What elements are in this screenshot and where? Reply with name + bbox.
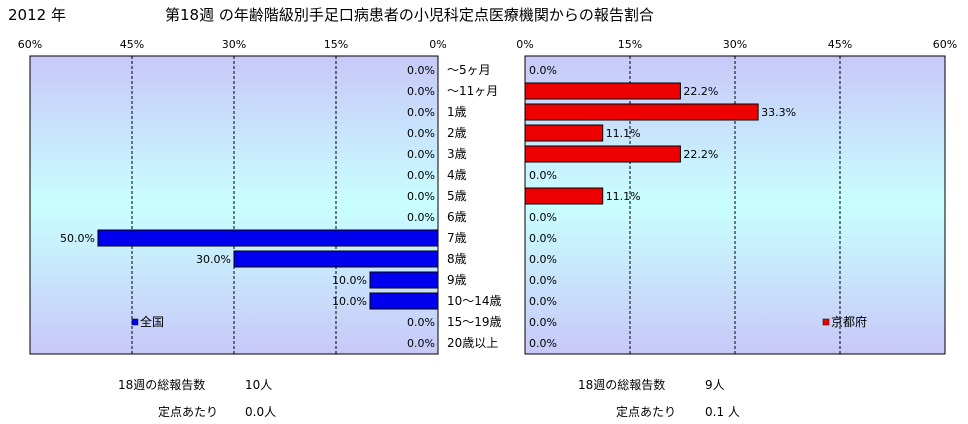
right-value-label: 0.0%	[529, 211, 557, 224]
left-value-label: 50.0%	[60, 232, 95, 245]
right-value-label: 22.2%	[683, 148, 718, 161]
left-per-label: 定点あたり	[158, 405, 219, 419]
right-value-label: 0.0%	[529, 64, 557, 77]
left-bar	[369, 271, 439, 289]
right-value-label: 0.0%	[529, 295, 557, 308]
left-value-label: 0.0%	[407, 64, 435, 77]
right-axis-tick: 15%	[618, 38, 642, 51]
left-value-label: 10.0%	[332, 274, 367, 287]
right-value-label: 33.3%	[761, 106, 796, 119]
left-value-label: 10.0%	[332, 295, 367, 308]
left-axis-tick: 15%	[324, 38, 348, 51]
year-label: 2012 年	[8, 6, 66, 24]
left-axis-tick: 60%	[18, 38, 42, 51]
right-bar	[524, 124, 604, 142]
right-bar	[524, 187, 604, 205]
category-label: ～11ヶ月	[447, 84, 498, 98]
category-label: 6歳	[447, 210, 467, 224]
category-label: 10～14歳	[447, 294, 502, 308]
category-label: 20歳以上	[447, 336, 498, 350]
right-axis-tick: 60%	[933, 38, 957, 51]
right-per-value: 0.1 人	[705, 405, 740, 419]
left-value-label: 0.0%	[407, 106, 435, 119]
category-label: 7歳	[447, 231, 467, 245]
category-label: 8歳	[447, 252, 467, 266]
left-total-label: 18週の総報告数	[118, 378, 206, 392]
left-total-value: 10人	[245, 378, 273, 392]
left-bar	[233, 250, 439, 268]
right-value-label: 0.0%	[529, 232, 557, 245]
category-label: 3歳	[447, 147, 467, 161]
left-value-label: 0.0%	[407, 169, 435, 182]
left-legend-swatch	[131, 318, 139, 326]
right-value-label: 11.1%	[606, 190, 641, 203]
left-value-label: 30.0%	[196, 253, 231, 266]
right-legend-label: 京都府	[831, 314, 867, 329]
left-value-label: 0.0%	[407, 190, 435, 203]
category-label: 2歳	[447, 126, 467, 140]
category-label: 15～19歳	[447, 315, 502, 329]
left-axis-tick: 45%	[120, 38, 144, 51]
right-value-label: 0.0%	[529, 316, 557, 329]
left-value-label: 0.0%	[407, 211, 435, 224]
left-bar	[369, 292, 439, 310]
right-value-label: 22.2%	[683, 85, 718, 98]
right-total-value: 9人	[705, 378, 725, 392]
left-value-label: 0.0%	[407, 85, 435, 98]
right-value-label: 0.0%	[529, 274, 557, 287]
right-per-label: 定点あたり	[616, 405, 677, 419]
right-axis-tick: 0%	[516, 38, 533, 51]
left-bar	[97, 229, 439, 247]
left-value-label: 0.0%	[407, 337, 435, 350]
chart-title: 第18週 の年齢階級別手足口病患者の小児科定点医療機関からの報告割合	[165, 6, 654, 24]
right-axis-tick: 45%	[828, 38, 852, 51]
category-label: 4歳	[447, 168, 467, 182]
category-label: 5歳	[447, 189, 467, 203]
right-value-label: 11.1%	[606, 127, 641, 140]
left-value-label: 0.0%	[407, 127, 435, 140]
left-value-label: 0.0%	[407, 148, 435, 161]
left-axis-tick: 0%	[429, 38, 446, 51]
right-value-label: 0.0%	[529, 253, 557, 266]
left-per-value: 0.0人	[245, 405, 277, 419]
right-total-label: 18週の総報告数	[578, 378, 666, 392]
left-value-label: 0.0%	[407, 316, 435, 329]
category-label: 1歳	[447, 105, 467, 119]
category-label: ～5ヶ月	[447, 63, 491, 77]
right-bar	[524, 82, 681, 100]
category-label: 9歳	[447, 273, 467, 287]
right-value-label: 0.0%	[529, 337, 557, 350]
right-plot-area	[524, 55, 946, 355]
left-axis-tick: 30%	[222, 38, 246, 51]
right-axis-tick: 30%	[723, 38, 747, 51]
right-bar	[524, 145, 681, 163]
left-legend-label: 全国	[140, 314, 164, 329]
right-value-label: 0.0%	[529, 169, 557, 182]
right-legend-swatch	[822, 318, 830, 326]
right-bar	[524, 103, 759, 121]
